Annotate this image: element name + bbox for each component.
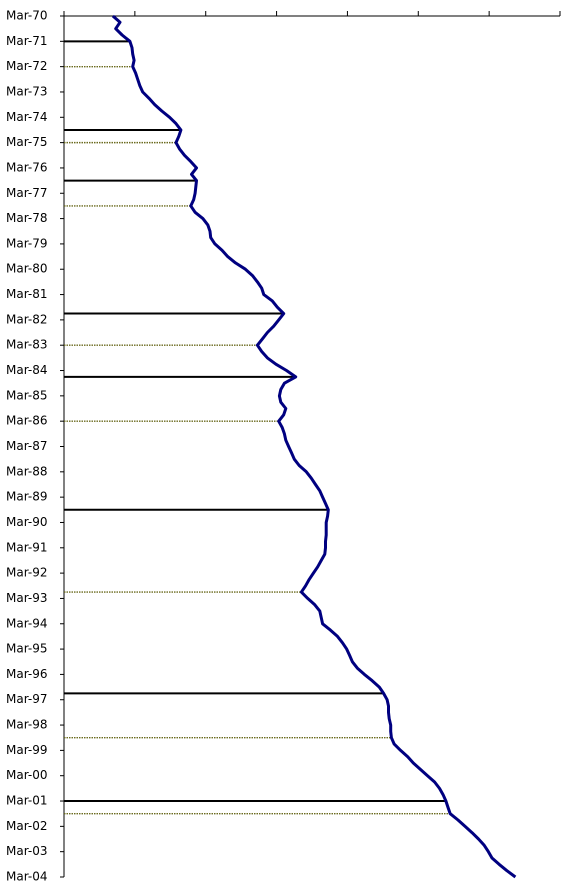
y-tick-label: Mar-84 <box>6 363 47 377</box>
y-tick-label: Mar-97 <box>6 692 47 706</box>
y-tick-label: Mar-96 <box>6 667 47 681</box>
y-tick-label: Mar-83 <box>6 338 47 352</box>
y-tick-label: Mar-89 <box>6 490 47 504</box>
y-tick-label: Mar-99 <box>6 743 47 757</box>
y-tick-label: Mar-00 <box>6 768 47 782</box>
y-tick-label: Mar-81 <box>6 287 47 301</box>
y-tick-label: Mar-77 <box>6 186 47 200</box>
y-tick-label: Mar-80 <box>6 262 47 276</box>
y-tick-label: Mar-85 <box>6 388 47 402</box>
y-tick-label: Mar-92 <box>6 566 47 580</box>
y-tick-label: Mar-70 <box>6 9 47 23</box>
y-tick-label: Mar-73 <box>6 84 47 98</box>
y-tick-label: Mar-95 <box>6 642 47 656</box>
y-tick-label: Mar-94 <box>6 616 47 630</box>
data-line <box>111 14 517 879</box>
y-tick-label: Mar-71 <box>6 34 47 48</box>
y-tick-label: Mar-98 <box>6 718 47 732</box>
y-tick-label: Mar-82 <box>6 312 47 326</box>
y-tick-label: Mar-04 <box>6 870 47 883</box>
y-tick-label: Mar-79 <box>6 236 47 250</box>
y-tick-label: Mar-90 <box>6 515 47 529</box>
y-tick-label: Mar-74 <box>6 110 47 124</box>
y-tick-label: Mar-91 <box>6 540 47 554</box>
y-tick-label: Mar-03 <box>6 844 47 858</box>
y-tick-label: Mar-88 <box>6 464 47 478</box>
y-tick-label: Mar-78 <box>6 211 47 225</box>
y-tick-label: Mar-72 <box>6 59 47 73</box>
y-tick-label: Mar-93 <box>6 591 47 605</box>
y-tick-label: Mar-86 <box>6 414 47 428</box>
y-tick-label: Mar-01 <box>6 794 47 808</box>
y-tick-label: Mar-75 <box>6 135 47 149</box>
y-tick-label: Mar-02 <box>6 819 47 833</box>
y-tick-label: Mar-76 <box>6 160 47 174</box>
y-tick-label: Mar-87 <box>6 439 47 453</box>
